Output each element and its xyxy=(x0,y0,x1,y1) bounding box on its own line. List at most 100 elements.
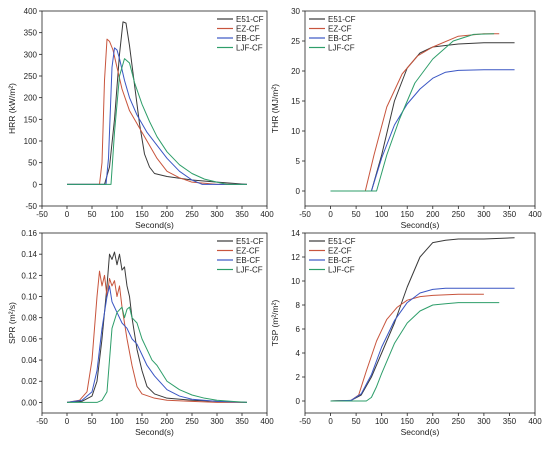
y-tick-label: 0.02 xyxy=(21,377,37,386)
series-line-e51-cf xyxy=(66,251,248,403)
series-line-ljf-cf xyxy=(330,302,500,402)
x-tick-label: 200 xyxy=(426,210,440,219)
x-tick-label: 300 xyxy=(477,417,491,426)
y-tick-label: 400 xyxy=(24,7,38,16)
x-tick-label: 50 xyxy=(88,417,97,426)
y-tick-label: 20 xyxy=(291,67,300,76)
x-tick-label: 0 xyxy=(65,417,70,426)
legend-label: E51-CF xyxy=(236,15,264,24)
plot-frame xyxy=(304,232,536,414)
x-tick-label: 400 xyxy=(528,417,542,426)
legend-label: EZ-CF xyxy=(236,25,260,34)
x-tick-label: 350 xyxy=(503,417,517,426)
legend-label: E51-CF xyxy=(236,237,264,246)
legend-label: EZ-CF xyxy=(236,247,260,256)
x-tick-label: 150 xyxy=(401,210,415,219)
legend-label: EZ-CF xyxy=(328,247,352,256)
x-axis-label: Second(s) xyxy=(401,220,440,230)
series-line-ljf-cf xyxy=(67,58,247,185)
x-tick-label: 350 xyxy=(235,417,249,426)
y-axis-label: HRR (kW/m²) xyxy=(7,83,17,134)
x-tick-label: 200 xyxy=(426,417,440,426)
legend-label: EB-CF xyxy=(328,34,352,43)
x-tick-label: 350 xyxy=(503,210,517,219)
y-axis-label: TSP (m²/m²) xyxy=(270,300,280,347)
plot-frame xyxy=(41,232,268,414)
x-tick-label: 250 xyxy=(452,417,466,426)
legend-label: LJF-CF xyxy=(236,266,263,275)
legend-label: LJF-CF xyxy=(328,44,355,53)
series-line-eb-cf xyxy=(66,285,248,403)
y-tick-label: 5 xyxy=(296,157,301,166)
x-tick-label: 400 xyxy=(260,417,274,426)
y-tick-label: 300 xyxy=(24,50,38,59)
series-line-ez-cf xyxy=(330,293,484,402)
series-line-ez-cf xyxy=(330,33,500,192)
y-tick-label: 4 xyxy=(296,349,301,358)
x-tick-label: 300 xyxy=(477,210,491,219)
series-line-ljf-cf xyxy=(67,306,248,403)
series-line-e51-cf xyxy=(330,42,515,192)
series-line-eb-cf xyxy=(330,287,515,402)
x-tick-label: 300 xyxy=(210,210,224,219)
x-tick-label: 300 xyxy=(210,417,224,426)
y-tick-label: 12 xyxy=(291,253,300,262)
y-tick-label: 6 xyxy=(296,325,301,334)
plot-frame xyxy=(304,10,536,207)
legend-label: E51-CF xyxy=(328,15,356,24)
chart-panel-3: -50 0 50 100 150 200 250 300 350 400 0 2 4 6 8 10 12 14 Se… xyxy=(270,229,542,437)
y-tick-label: 200 xyxy=(24,94,38,103)
x-tick-label: 50 xyxy=(352,417,361,426)
x-tick-label: -50 xyxy=(299,210,311,219)
x-tick-label: 400 xyxy=(260,210,274,219)
x-tick-label: 200 xyxy=(160,417,174,426)
chart-panel-2: -50 0 50 100 150 200 250 300 350 400 0.00 0.02 0.04 0… xyxy=(7,229,274,437)
series-line-eb-cf xyxy=(330,69,515,192)
x-axis-label: Second(s) xyxy=(135,427,174,437)
x-tick-label: 0 xyxy=(328,417,333,426)
y-tick-label: 0.06 xyxy=(21,335,37,344)
x-tick-label: 100 xyxy=(110,210,124,219)
series-line-e51-cf xyxy=(67,21,248,185)
x-tick-label: 150 xyxy=(135,210,149,219)
plot-frame xyxy=(41,10,268,207)
y-tick-label: 14 xyxy=(291,229,300,238)
series-line-ljf-cf xyxy=(330,33,495,192)
x-tick-label: 0 xyxy=(65,210,70,219)
legend-label: E51-CF xyxy=(328,237,356,246)
series-line-ez-cf xyxy=(66,270,247,403)
series-line-eb-cf xyxy=(67,47,247,185)
x-tick-label: 50 xyxy=(88,210,97,219)
legend-label: LJF-CF xyxy=(328,266,355,275)
legend-label: EB-CF xyxy=(236,256,260,265)
y-tick-label: 0.16 xyxy=(21,229,37,238)
y-tick-label: 2 xyxy=(296,373,301,382)
x-tick-label: 400 xyxy=(528,210,542,219)
x-tick-label: -50 xyxy=(36,417,48,426)
x-tick-label: 50 xyxy=(352,210,361,219)
x-tick-label: 250 xyxy=(185,417,199,426)
y-tick-label: 15 xyxy=(291,97,300,106)
y-tick-label: 150 xyxy=(24,115,38,124)
y-tick-label: 10 xyxy=(291,127,300,136)
y-tick-label: 0 xyxy=(33,180,38,189)
x-tick-label: 150 xyxy=(135,417,149,426)
x-tick-label: 250 xyxy=(452,210,466,219)
x-tick-label: 100 xyxy=(375,210,389,219)
series-line-e51-cf xyxy=(330,237,515,402)
x-tick-label: 0 xyxy=(328,210,333,219)
y-tick-label: 100 xyxy=(24,137,38,146)
chart-panel-1: -50 0 50 100 150 200 250 300 350 400 0 5 10 15 20 25 30 S… xyxy=(270,7,542,230)
x-axis-label: Second(s) xyxy=(135,220,174,230)
y-tick-label: 30 xyxy=(291,7,300,16)
y-tick-label: 25 xyxy=(291,37,300,46)
x-tick-label: -50 xyxy=(299,417,311,426)
x-axis-label: Second(s) xyxy=(401,427,440,437)
y-tick-label: 0.00 xyxy=(21,398,37,407)
x-tick-label: 250 xyxy=(185,210,199,219)
y-tick-label: 0.14 xyxy=(21,250,37,259)
y-axis-label: THR (MJ/m²) xyxy=(270,84,280,133)
y-tick-label: 8 xyxy=(296,301,301,310)
legend-label: EB-CF xyxy=(328,256,352,265)
